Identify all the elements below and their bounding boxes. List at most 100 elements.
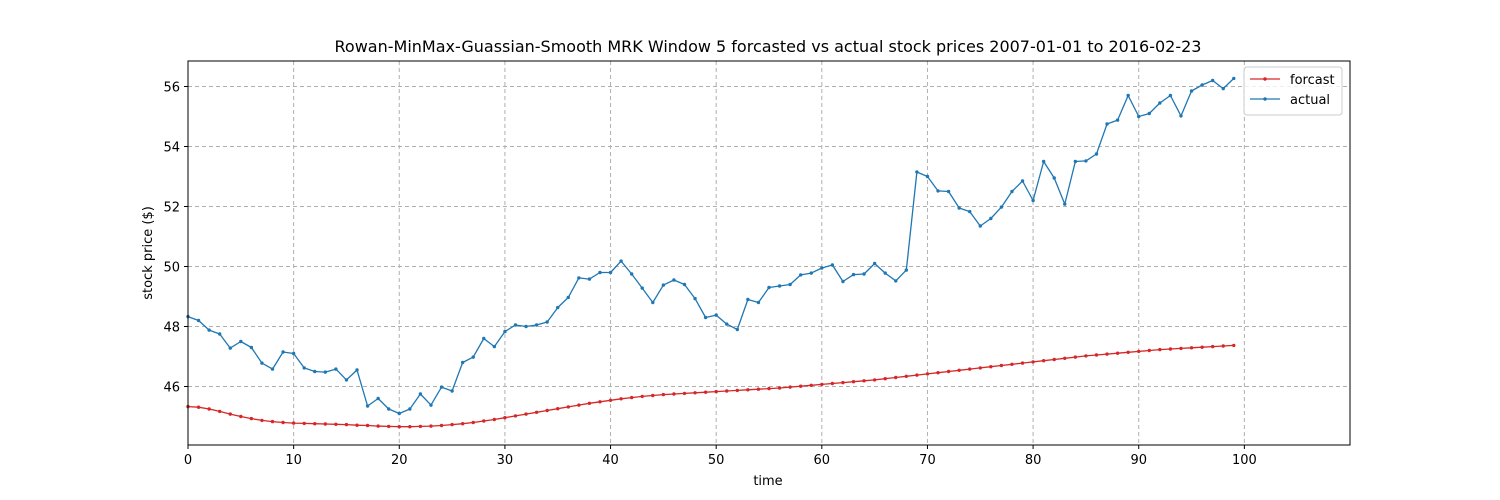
data-point-forcast [735,388,740,393]
legend: forcast actual [1243,66,1343,116]
data-point-forcast [249,416,254,421]
data-point-actual [968,209,972,214]
data-point-forcast [1189,346,1194,350]
data-point-actual [798,273,803,277]
data-point-forcast [376,424,380,428]
data-point-forcast [228,412,232,416]
data-point-actual [196,318,201,323]
data-point-forcast [418,424,423,429]
data-point-actual [862,272,866,276]
data-point-forcast [968,367,972,371]
data-point-actual [651,300,655,305]
data-point-forcast [482,419,486,423]
data-point-forcast [767,386,771,391]
data-point-forcast [334,422,338,426]
data-point-forcast [851,380,856,384]
data-point-forcast [587,401,592,405]
data-point-forcast [1147,348,1151,353]
y-tick-label: 50 [163,261,180,276]
data-point-actual [1020,179,1025,183]
data-point-forcast [260,418,264,423]
data-point-actual [725,322,729,326]
data-point-forcast [693,391,697,395]
data-point-forcast [746,388,750,392]
data-point-forcast [313,422,317,426]
data-point-actual [841,279,845,284]
data-point-forcast [196,405,201,409]
data-point-actual [524,324,528,329]
legend-swatch-marker [1263,77,1267,81]
data-point-forcast [798,384,803,388]
data-point-actual [619,259,623,263]
data-point-forcast [1084,354,1088,358]
data-point-forcast [777,386,782,390]
data-point-forcast [1221,344,1225,348]
x-tick-label: 80 [1025,453,1042,468]
x-tick-label: 20 [391,453,408,468]
data-point-actual [936,189,940,193]
data-point-actual [503,329,507,334]
data-point-forcast [513,414,518,418]
data-point-actual [355,368,359,372]
y-tick-label: 46 [163,381,180,396]
data-point-forcast [534,410,539,414]
data-point-actual [640,286,644,290]
data-point-forcast [323,422,328,426]
data-point-forcast [1073,355,1078,359]
series-forcast [186,343,1236,429]
data-point-forcast [619,397,623,401]
data-point-actual [925,174,930,179]
data-point-actual [1084,159,1088,163]
series-line-forcast [187,344,1234,428]
data-point-forcast [714,389,718,394]
y-axis: 46 48 50 52 54 56 [163,81,188,396]
data-point-forcast [756,387,761,391]
data-point-actual [566,295,570,300]
data-point-actual [978,224,982,228]
data-point-actual [904,268,909,272]
data-point-actual [207,328,211,332]
data-point-actual [408,407,412,411]
data-point-forcast [608,398,613,402]
data-point-forcast [1232,343,1236,348]
data-point-forcast [1200,345,1204,349]
data-point-forcast [1126,350,1130,354]
data-point-actual [999,205,1004,209]
data-point-actual [746,297,750,302]
legend-label: actual [1290,93,1330,108]
data-point-forcast [344,422,349,427]
data-point-actual [777,284,782,288]
data-point-forcast [809,383,813,387]
plot-frame [187,60,1351,446]
data-point-actual [387,407,391,411]
data-point-forcast [1179,346,1183,351]
data-point-forcast [492,417,497,422]
data-point-actual [270,367,275,371]
data-point-forcast [672,392,676,396]
data-point-actual [492,344,497,349]
data-point-actual [460,360,465,365]
data-point-forcast [925,372,930,376]
data-point-forcast [989,365,993,369]
data-point-forcast [397,425,401,429]
data-point-forcast [217,409,222,414]
data-point-forcast [1052,357,1056,362]
y-axis-title: stock price ($) [141,206,156,300]
data-point-actual [439,385,444,389]
data-point-forcast [503,416,507,420]
data-point-actual [482,336,486,341]
data-point-forcast [651,393,655,398]
data-point-actual [714,313,718,317]
data-point-forcast [862,379,866,383]
y-tick-label: 48 [163,321,180,336]
data-point-forcast [471,420,475,425]
data-point-actual [682,282,687,287]
data-point-actual [788,282,792,287]
data-point-actual [577,276,581,280]
data-point-actual [883,271,887,275]
data-point-forcast [598,400,602,404]
data-point-forcast [1010,362,1014,366]
data-point-forcast [577,403,581,407]
data-point-forcast [1094,353,1099,357]
